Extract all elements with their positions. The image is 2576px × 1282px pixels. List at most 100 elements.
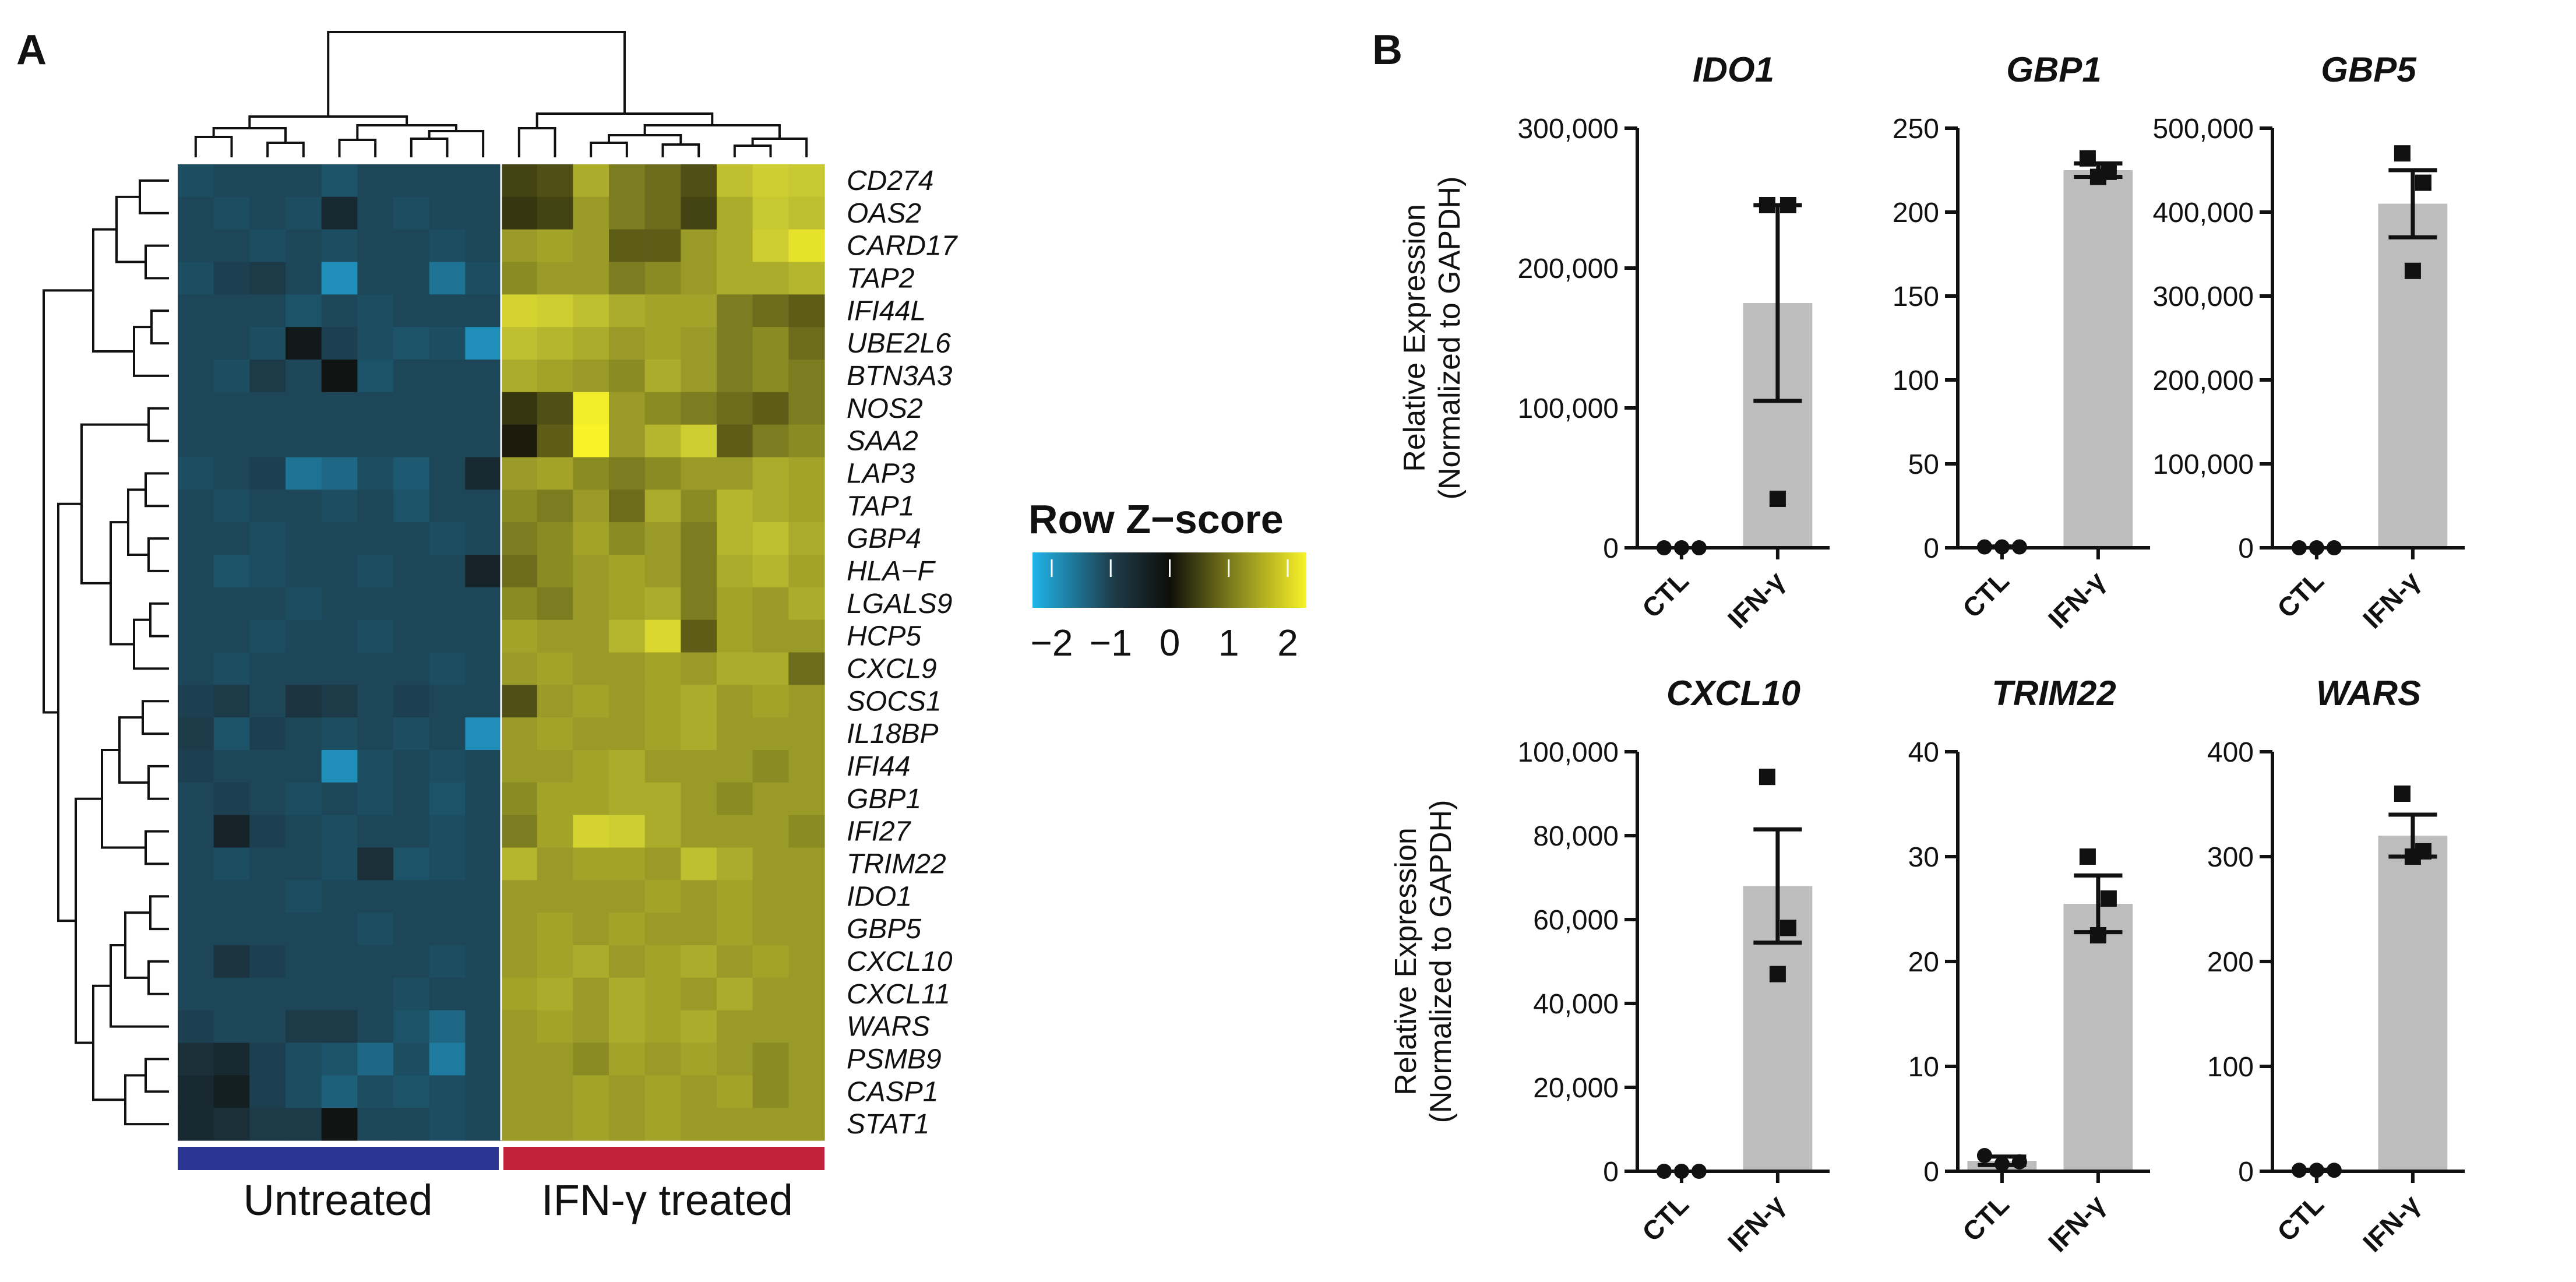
heatmap-cell	[321, 164, 358, 198]
heatmap-cell	[681, 360, 717, 393]
heatmap-cell	[321, 424, 358, 458]
dendrogram-branch	[590, 142, 628, 157]
heatmap-cell	[609, 522, 646, 555]
heatmap-cell	[717, 847, 753, 881]
heatmap-cell	[429, 685, 466, 718]
heatmap-cell	[357, 1108, 394, 1141]
heatmap-cell	[213, 750, 250, 783]
data-point	[1976, 1148, 1992, 1163]
x-tick-label: CTL	[2271, 565, 2330, 624]
dendrogram-branch	[145, 830, 169, 865]
heatmap-cell	[357, 880, 394, 913]
gene-label: STAT1	[847, 1109, 929, 1140]
heatmap-cell	[321, 196, 358, 230]
heatmap-cell	[429, 977, 466, 1011]
heatmap-cell	[213, 913, 250, 946]
heatmap-cell	[644, 164, 681, 198]
heatmap-cell	[681, 587, 717, 621]
heatmap-cell	[537, 652, 573, 685]
heatmap-cell	[465, 1108, 502, 1141]
heatmap-cell	[249, 1075, 286, 1108]
heatmap-cell	[393, 522, 430, 555]
heatmap-cell	[393, 164, 430, 198]
heatmap-cell	[357, 1075, 394, 1108]
bar-chart-trim22: TRIM22 0 10 20 30 40 CTL IFN-γ	[1908, 674, 2150, 1258]
y-tick-label: 200	[2207, 947, 2254, 978]
heatmap-cell	[501, 457, 538, 490]
heatmap-cell	[429, 424, 466, 458]
column-dendrogram	[194, 31, 808, 157]
data-point	[2394, 145, 2411, 162]
heatmap-cell	[681, 977, 717, 1011]
heatmap-cell	[644, 815, 681, 848]
heatmap-cell	[788, 913, 825, 946]
heatmap-cell	[609, 717, 646, 751]
dendrogram-branch	[43, 289, 93, 714]
heatmap-cell	[321, 555, 358, 588]
heatmap-cell	[213, 392, 250, 425]
heatmap-cell	[213, 262, 250, 295]
dendrogram-branch	[147, 765, 169, 800]
heatmap-cell	[393, 880, 430, 913]
gene-label: HCP5	[847, 621, 921, 652]
heatmap-cell	[178, 750, 214, 783]
heatmap-cell	[644, 782, 681, 816]
heatmap-cell	[717, 587, 753, 621]
heatmap-cell	[788, 977, 825, 1011]
heatmap-cell	[393, 229, 430, 263]
heatmap-cell	[681, 1010, 717, 1044]
heatmap-cell	[752, 294, 789, 327]
heatmap-cell	[501, 262, 538, 295]
heatmap-cell	[393, 977, 430, 1011]
heatmap-cell	[429, 782, 466, 816]
heatmap-cell	[429, 489, 466, 523]
heatmap-cell	[393, 750, 430, 783]
heatmap-cell	[681, 782, 717, 816]
heatmap-cell	[213, 652, 250, 685]
heatmap-cell	[681, 489, 717, 523]
heatmap-cell	[357, 555, 394, 588]
heatmap-cell	[573, 750, 609, 783]
heatmap-cell	[178, 619, 214, 653]
heatmap-cell	[609, 1010, 646, 1044]
gene-label: IFI27	[847, 816, 912, 847]
data-point	[2394, 786, 2411, 802]
heatmap-cell	[321, 913, 358, 946]
heatmap-cell	[178, 294, 214, 327]
heatmap-cell	[178, 489, 214, 523]
heatmap-cell	[501, 587, 538, 621]
gene-label: LGALS9	[847, 589, 952, 619]
heatmap-cell	[321, 360, 358, 393]
heatmap-cell	[788, 587, 825, 621]
heatmap-cell	[286, 424, 322, 458]
heatmap-cell	[213, 360, 250, 393]
heatmap-cell	[788, 1010, 825, 1044]
heatmap-cell	[357, 815, 394, 848]
heatmap-cell	[681, 880, 717, 913]
heatmap-cell	[537, 164, 573, 198]
gene-label: GBP1	[847, 784, 921, 815]
gene-label: CASP1	[847, 1076, 938, 1107]
heatmap-cell	[573, 977, 609, 1011]
heatmap-cell	[213, 522, 250, 555]
color-key-ticks: −2 −1 0 1 2	[1031, 559, 1298, 664]
heatmap-cell	[178, 196, 214, 230]
heatmap-cell	[644, 522, 681, 555]
heatmap-cell	[357, 262, 394, 295]
y-tick-label: 100,000	[1517, 393, 1619, 424]
data-point	[1994, 1156, 2010, 1172]
heatmap-cell	[537, 717, 573, 751]
heatmap-cell	[537, 522, 573, 555]
dendrogram-branch	[733, 145, 772, 157]
x-tick-label: CTL	[1636, 565, 1694, 624]
y-tick-label: 300	[2207, 842, 2254, 873]
heatmap-cell	[393, 1108, 430, 1141]
heatmap-cell	[788, 1075, 825, 1108]
dendrogram-branch	[142, 700, 169, 735]
y-tick-label: 300,000	[1517, 114, 1619, 145]
y-tick-label: 0	[1923, 1157, 1939, 1188]
heatmap-cell	[357, 1010, 394, 1044]
chart-title: GBP5	[2321, 50, 2417, 89]
heatmap-cell	[681, 652, 717, 685]
heatmap-cell	[681, 555, 717, 588]
